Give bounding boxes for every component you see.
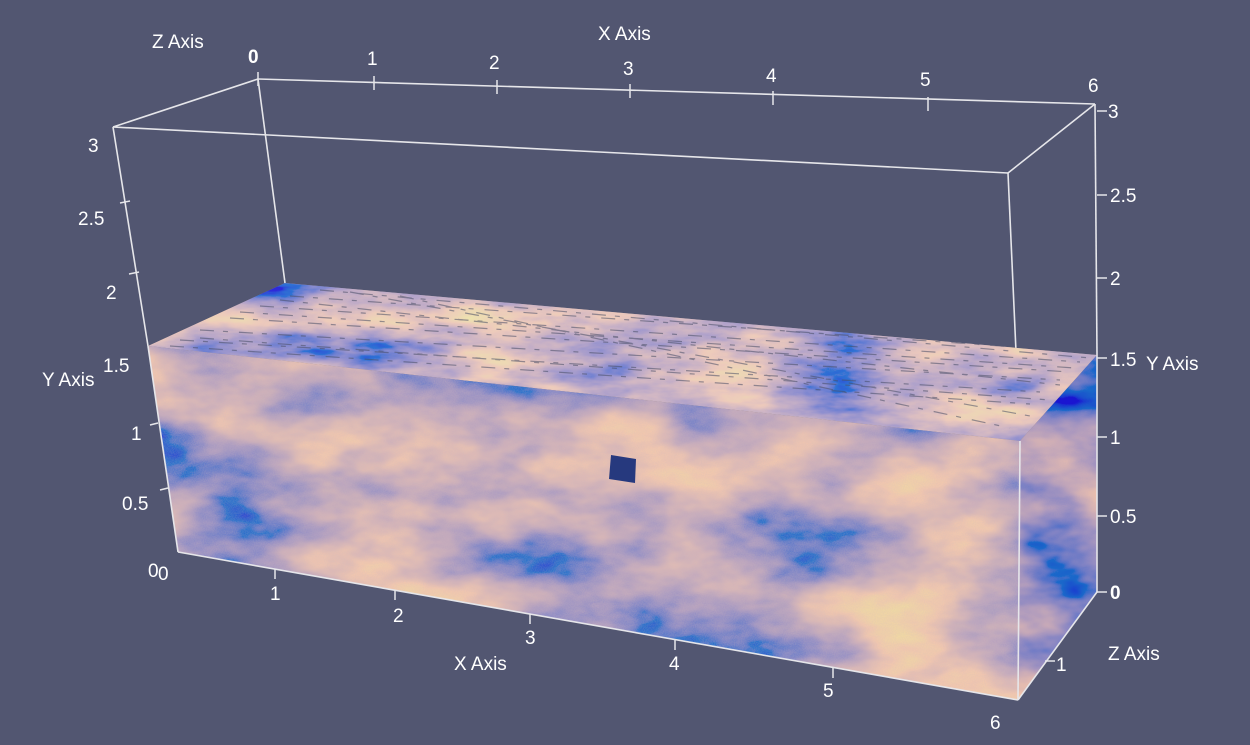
y-axis-left: 3 2.5 2 1.5 1 0.5 0 Y Axis xyxy=(42,136,169,582)
bounding-box-front xyxy=(147,345,1098,701)
data-volume[interactable] xyxy=(140,270,1110,710)
bounding-box-back xyxy=(112,78,1098,442)
y-axis-left-title: Y Axis xyxy=(42,370,94,391)
y-right-tick-1-5: 1.5 xyxy=(1110,350,1136,371)
x-top-tick-5: 5 xyxy=(920,70,931,91)
z-axis-bottom-right: 1 Z Axis xyxy=(1045,644,1160,676)
z-axis-top-title: Z Axis xyxy=(152,32,204,53)
x-axis-top: X Axis 0 1 2 3 4 5 6 xyxy=(248,24,1099,111)
y-left-tick-1-5: 1.5 xyxy=(103,356,129,377)
z-axis-bottom-right-title: Z Axis xyxy=(1108,644,1160,665)
y-right-tick-0-5: 0.5 xyxy=(1110,507,1136,528)
y-left-tick-1: 1 xyxy=(131,424,142,445)
y-left-tick-2-5: 2.5 xyxy=(78,209,104,230)
y-right-tick-0: 0 xyxy=(1110,583,1121,604)
y-right-tick-1: 1 xyxy=(1110,428,1121,449)
x-axis-top-title: X Axis xyxy=(598,24,651,45)
x-bottom-tick-5: 5 xyxy=(823,681,834,702)
x-axis-bottom-title: X Axis xyxy=(454,654,507,675)
x-bottom-tick-4: 4 xyxy=(669,654,680,675)
y-axis-right-title: Y Axis xyxy=(1146,354,1198,375)
y-right-tick-3: 3 xyxy=(1108,102,1119,123)
x-axis-bottom: 0 1 2 3 4 5 6 X Axis xyxy=(158,564,1001,734)
y-left-tick-3: 3 xyxy=(88,136,99,157)
x-bottom-tick-2: 2 xyxy=(393,606,404,627)
x-top-tick-3: 3 xyxy=(623,59,634,80)
y-axis-right: 3 2.5 2 1.5 Y Axis 1 0.5 0 xyxy=(1097,102,1198,604)
x-bottom-tick-0: 0 xyxy=(158,564,169,585)
x-top-tick-2: 2 xyxy=(489,53,500,74)
y-right-tick-2-5: 2.5 xyxy=(1110,186,1136,207)
y-left-tick-2: 2 xyxy=(106,283,117,304)
probe-marker[interactable] xyxy=(609,455,636,483)
x-top-tick-4: 4 xyxy=(766,66,777,87)
x-top-tick-6: 6 xyxy=(1088,76,1099,97)
x-top-tick-1: 1 xyxy=(367,49,378,70)
y-right-tick-2: 2 xyxy=(1110,269,1121,290)
x-bottom-tick-1: 1 xyxy=(270,584,281,605)
x-top-tick-0: 0 xyxy=(248,47,259,68)
x-bottom-tick-3: 3 xyxy=(525,628,536,649)
z-bottom-tick-1: 1 xyxy=(1056,655,1067,676)
y-left-tick-0-5: 0.5 xyxy=(122,494,148,515)
x-bottom-tick-6: 6 xyxy=(990,713,1001,734)
y-left-tick-0: 0 xyxy=(148,561,159,582)
